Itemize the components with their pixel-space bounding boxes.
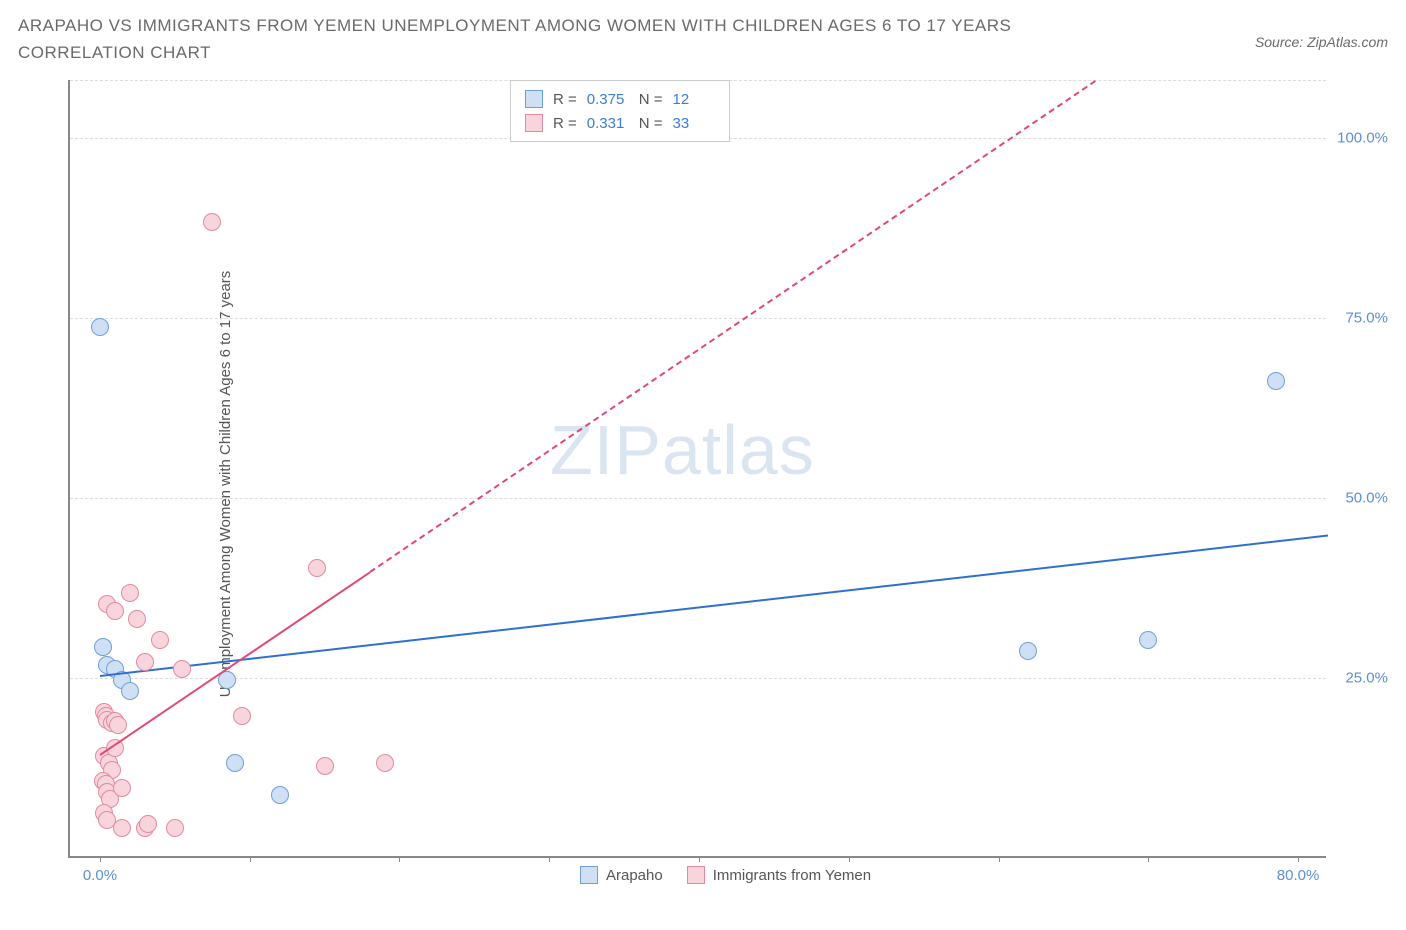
data-point [376, 754, 394, 772]
x-tick-mark [250, 856, 251, 862]
trend-line [100, 534, 1328, 676]
x-tick-mark [849, 856, 850, 862]
gridline [70, 498, 1326, 499]
legend-label: Arapaho [606, 867, 663, 884]
data-point [1019, 642, 1037, 660]
data-point [91, 318, 109, 336]
data-point [136, 653, 154, 671]
y-tick-label: 100.0% [1332, 130, 1388, 147]
data-point [173, 660, 191, 678]
legend-item: Immigrants from Yemen [687, 866, 871, 884]
data-point [109, 716, 127, 734]
data-point [106, 602, 124, 620]
plot-region: ZIPatlas 25.0%50.0%75.0%100.0%0.0%80.0%R… [68, 80, 1326, 858]
gridline [70, 318, 1326, 319]
data-point [128, 610, 146, 628]
data-point [271, 786, 289, 804]
legend-row: R =0.375N =12 [525, 87, 715, 111]
data-point [316, 757, 334, 775]
n-value: 33 [673, 115, 715, 132]
x-tick-mark [399, 856, 400, 862]
data-point [139, 815, 157, 833]
data-point [226, 754, 244, 772]
gridline [70, 678, 1326, 679]
r-value: 0.331 [587, 115, 629, 132]
n-value: 12 [673, 91, 715, 108]
data-point [203, 213, 221, 231]
x-tick-mark [699, 856, 700, 862]
y-tick-label: 50.0% [1332, 490, 1388, 507]
data-point [121, 584, 139, 602]
data-point [113, 819, 131, 837]
source-label: Source: ZipAtlas.com [1255, 34, 1388, 50]
data-point [1139, 631, 1157, 649]
data-point [166, 819, 184, 837]
data-point [121, 682, 139, 700]
legend-label: Immigrants from Yemen [713, 867, 871, 884]
data-point [113, 779, 131, 797]
series-legend: Arapaho Immigrants from Yemen [580, 866, 871, 884]
r-value: 0.375 [587, 91, 629, 108]
legend-swatch [580, 866, 598, 884]
x-tick-mark [1298, 856, 1299, 862]
legend-swatch [525, 114, 543, 132]
trend-line [369, 81, 1096, 574]
x-tick-label: 0.0% [83, 867, 117, 884]
y-tick-label: 25.0% [1332, 670, 1388, 687]
x-tick-mark [100, 856, 101, 862]
x-tick-mark [999, 856, 1000, 862]
legend-swatch [687, 866, 705, 884]
data-point [1267, 372, 1285, 390]
legend-swatch [525, 90, 543, 108]
x-tick-mark [549, 856, 550, 862]
chart-title: ARAPAHO VS IMMIGRANTS FROM YEMEN UNEMPLO… [18, 12, 1118, 66]
x-tick-mark [1148, 856, 1149, 862]
data-point [308, 559, 326, 577]
y-tick-label: 75.0% [1332, 310, 1388, 327]
x-tick-label: 80.0% [1277, 867, 1320, 884]
data-point [94, 638, 112, 656]
correlation-legend: R =0.375N =12R =0.331N =33 [510, 80, 730, 142]
data-point [233, 707, 251, 725]
legend-row: R =0.331N =33 [525, 111, 715, 135]
legend-item: Arapaho [580, 866, 663, 884]
chart-area: Unemployment Among Women with Children A… [18, 74, 1388, 894]
data-point [151, 631, 169, 649]
